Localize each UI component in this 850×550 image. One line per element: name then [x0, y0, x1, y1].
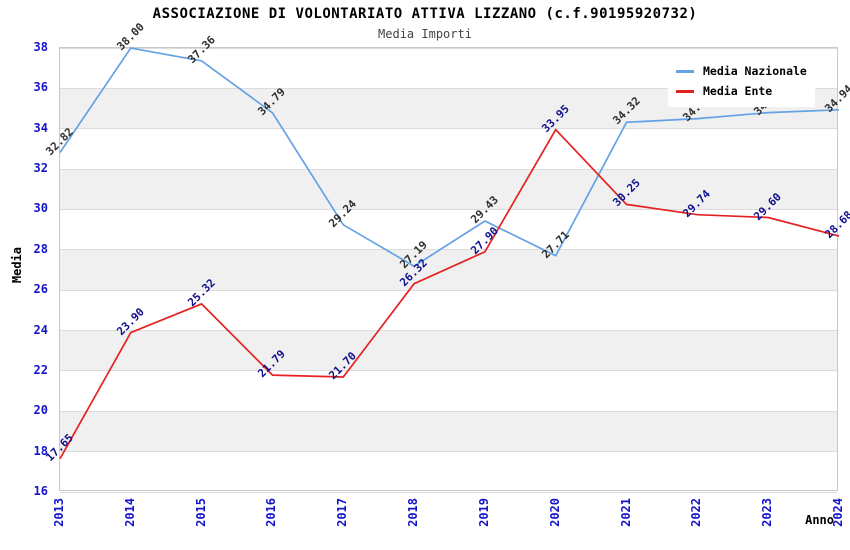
- legend-item-media-ente: Media Ente: [676, 81, 807, 101]
- x-tick-label: 2020: [547, 498, 562, 527]
- x-tick-label: 2018: [406, 498, 421, 527]
- chart-title: ASSOCIAZIONE DI VOLONTARIATO ATTIVA LIZZ…: [152, 6, 698, 22]
- y-tick-label: 26: [33, 282, 48, 297]
- chart-subtitle: Media Importi: [378, 27, 472, 41]
- gridline: [60, 410, 837, 412]
- gridline: [60, 289, 837, 291]
- grid-band: [60, 411, 837, 452]
- series-line-1: [59, 128, 840, 460]
- gridline: [60, 330, 837, 332]
- series-line-0: [59, 47, 840, 268]
- y-tick-label: 18: [33, 443, 48, 458]
- y-tick-label: 24: [33, 322, 48, 337]
- x-tick-label: 2024: [831, 498, 845, 527]
- x-tick-label: 2014: [122, 498, 137, 527]
- x-tick-label: 2013: [52, 498, 66, 527]
- y-tick-label: 20: [33, 403, 48, 418]
- grid-band: [60, 330, 837, 371]
- x-tick-label: 2016: [264, 498, 279, 527]
- x-tick-label: 2021: [618, 498, 633, 527]
- legend-line-swatch-ente: [676, 89, 694, 93]
- y-tick-label: 28: [33, 241, 48, 256]
- x-tick-label: 2017: [335, 498, 350, 527]
- series-lines: [59, 47, 840, 460]
- y-tick-label: 16: [33, 484, 48, 498]
- x-tick-label: 2022: [689, 498, 704, 527]
- y-tick-label: 32: [33, 161, 48, 176]
- gridline: [60, 491, 837, 493]
- y-tick-label: 38: [33, 40, 48, 54]
- y-tick-label: 36: [33, 80, 48, 95]
- y-tick-label: 22: [33, 362, 48, 377]
- legend: Media Nazionale Media Ente: [668, 57, 815, 107]
- gridline: [60, 47, 837, 49]
- x-tick-label: 2023: [760, 498, 775, 527]
- gridline: [60, 87, 837, 89]
- gridline: [60, 208, 837, 210]
- legend-line-swatch-nazionale: [676, 69, 694, 73]
- plot-area: 32.82 38.00 37.36 34.79 29.24 27.19 29.43 27.71…: [43, 20, 850, 493]
- gridline: [60, 249, 837, 251]
- x-tick-label: 2019: [476, 498, 491, 527]
- grid-band: [60, 169, 837, 210]
- gridline: [60, 370, 837, 372]
- x-axis-title: Anno: [805, 513, 834, 527]
- grid-band: [60, 249, 837, 291]
- gridline: [60, 128, 837, 130]
- gridline: [60, 451, 837, 453]
- x-tick-label: 2015: [193, 498, 208, 527]
- legend-label-nazionale: Media Nazionale: [703, 64, 807, 78]
- y-tick-label: 30: [33, 201, 48, 216]
- gridline: [60, 168, 837, 170]
- legend-item-media-nazionale: Media Nazionale: [676, 61, 807, 81]
- legend-label-ente: Media Ente: [703, 84, 773, 98]
- y-tick-label: 34: [33, 120, 48, 135]
